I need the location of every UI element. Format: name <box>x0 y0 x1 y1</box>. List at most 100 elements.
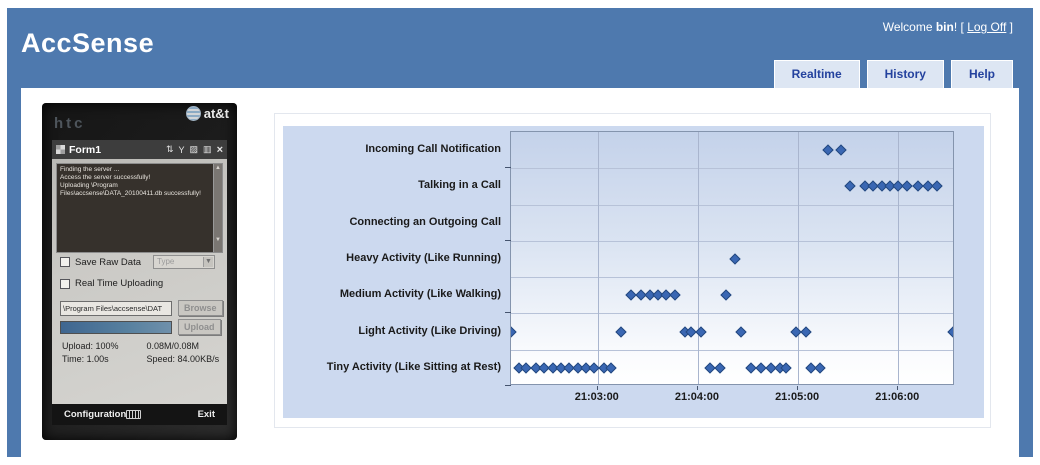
save-raw-data-row: Save Raw Data Type ▼ <box>60 255 216 269</box>
signal-icon: Y <box>178 144 185 155</box>
row-gridline <box>511 313 953 315</box>
x-axis-tick <box>797 386 799 390</box>
row-gridline <box>511 349 953 351</box>
x-axis-label: 21:05:00 <box>775 391 820 403</box>
chart-container: 21:03:00 21:04:00 21:05:00 21:06:00 Incoming… <box>274 113 991 428</box>
battery-icon: ▥ <box>203 144 212 154</box>
data-point <box>814 362 826 374</box>
data-point <box>844 180 856 193</box>
save-raw-data-checkbox <box>60 257 70 267</box>
keyboard-icon <box>126 410 142 419</box>
log-line: Finding the server ... <box>60 166 120 173</box>
path-row: \Program Files\accsense\DAT Browse <box>60 300 223 316</box>
realtime-upload-checkbox <box>60 278 70 289</box>
time-stats-row: Time: 1.00s Speed: 84.00KB/s <box>62 354 222 364</box>
category-label: Medium Activity (Like Walking) <box>339 288 501 301</box>
chevron-down-icon: ▼ <box>203 257 214 267</box>
phone-status-icons: ⇅ Y ▨ ▥ × <box>166 144 223 156</box>
data-point <box>605 362 617 374</box>
phone-bezel: htc at&t <box>42 103 237 140</box>
category-label: Talking in a Call <box>418 179 501 192</box>
att-globe-icon <box>185 106 201 121</box>
att-label: at&t <box>203 106 229 121</box>
welcome-text: Welcome <box>882 20 936 34</box>
upload-time: Time: 1.00s <box>62 354 109 364</box>
welcome-end: ] <box>1006 20 1013 34</box>
plot-area <box>510 131 954 385</box>
phone-softkey-bar: Configuration Exit <box>52 404 227 425</box>
tab-bar: Realtime History Help <box>767 60 1013 88</box>
windows-flag-icon <box>56 145 65 154</box>
y-axis-tick <box>505 239 511 241</box>
browse-button: Browse <box>178 300 223 316</box>
minute-gridline <box>697 132 699 384</box>
data-point <box>835 144 848 156</box>
page-frame: AccSense Welcome bin! [ Log Off ] Realti… <box>7 8 1033 457</box>
row-gridline <box>511 168 953 170</box>
data-point <box>947 325 953 338</box>
x-axis-label: 21:04:00 <box>674 391 719 403</box>
x-axis-tick <box>696 386 698 390</box>
upload-speed: Speed: 84.00KB/s <box>146 354 220 364</box>
progress-row: Upload <box>60 319 221 335</box>
log-scrollbar: ▲ ▼ <box>213 164 222 252</box>
realtime-upload-label: Real Time Uploading <box>75 278 164 289</box>
y-axis-tick <box>505 312 511 314</box>
phone-photo: htc at&t Form1 ⇅ Y ▨ ▥ <box>42 103 237 440</box>
phone-window-title: Form1 <box>69 143 102 156</box>
data-point <box>735 325 748 338</box>
upload-stats-row: Upload: 100% 0.08M/0.08M <box>62 341 222 351</box>
minute-gridline <box>597 132 599 384</box>
htc-logo: htc <box>54 115 86 132</box>
y-axis-tick <box>505 167 511 169</box>
welcome-bar: Welcome bin! [ Log Off ] <box>883 20 1013 34</box>
x-axis-tick <box>897 386 899 390</box>
data-point <box>900 180 913 193</box>
data-point <box>822 144 834 156</box>
exit-softkey: Exit <box>197 409 215 420</box>
header: AccSense Welcome bin! [ Log Off ] Realti… <box>7 8 1033 88</box>
upload-percent: Upload: 100% <box>62 341 119 351</box>
app-title: AccSense <box>21 28 155 58</box>
x-axis-label: 21:06:00 <box>875 391 920 403</box>
upload-size: 0.08M/0.08M <box>146 341 200 351</box>
upload-button: Upload <box>178 319 221 335</box>
connectivity-icon: ⇅ <box>165 144 174 154</box>
x-axis-tick <box>596 386 598 390</box>
welcome-mid: ! [ <box>953 20 968 34</box>
row-gridline <box>511 240 953 242</box>
configuration-softkey: Configuration <box>64 409 127 420</box>
realtime-upload-row: Real Time Uploading <box>60 278 163 289</box>
note-icon: ▨ <box>189 144 199 154</box>
category-label: Connecting an Outgoing Call <box>349 215 501 228</box>
type-dropdown: Type ▼ <box>153 255 216 269</box>
content: htc at&t Form1 ⇅ Y ▨ ▥ <box>21 88 1019 457</box>
data-point <box>728 253 741 265</box>
username: bin <box>935 20 954 34</box>
y-axis-tick <box>505 385 511 386</box>
phone-titlebar: Form1 ⇅ Y ▨ ▥ × <box>52 140 227 159</box>
x-axis-label: 21:03:00 <box>574 391 619 403</box>
data-point <box>615 325 627 338</box>
phone-screen: Form1 ⇅ Y ▨ ▥ × Finding the server ... A… <box>52 140 227 425</box>
log-off-link[interactable]: Log Off <box>967 20 1007 34</box>
category-label: Light Activity (Like Driving) <box>358 324 501 337</box>
category-label: Incoming Call Notification <box>365 143 501 156</box>
log-line: Uploading \Program Files\accsense\DATA_2… <box>60 182 201 197</box>
activity-chart: 21:03:00 21:04:00 21:05:00 21:06:00 Incoming… <box>283 126 984 418</box>
close-icon: × <box>216 143 223 156</box>
minute-gridline <box>898 132 900 384</box>
att-logo: at&t <box>185 106 229 121</box>
save-raw-data-label: Save Raw Data <box>75 256 142 268</box>
data-point <box>720 289 732 301</box>
row-gridline <box>511 204 953 206</box>
data-point <box>713 362 726 374</box>
tab-help[interactable]: Help <box>950 60 1013 88</box>
upload-log: Finding the server ... Access the server… <box>56 163 223 253</box>
minute-gridline <box>798 132 800 384</box>
data-point <box>511 325 517 338</box>
tab-realtime[interactable]: Realtime <box>773 60 860 88</box>
category-label: Tiny Activity (Like Sitting at Rest) <box>326 360 501 373</box>
tab-history[interactable]: History <box>866 60 944 88</box>
